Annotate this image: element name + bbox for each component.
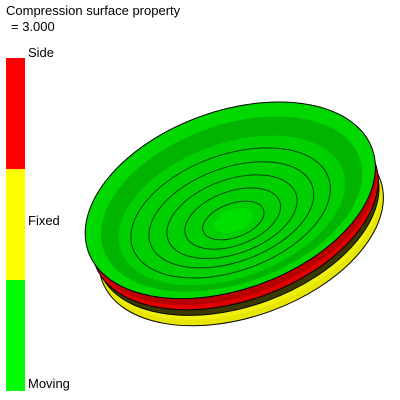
legend-band-fixed bbox=[6, 169, 25, 280]
property-value: = 3.000 bbox=[11, 19, 55, 34]
legend-label-fixed: Fixed bbox=[28, 213, 60, 228]
legend-label-moving: Moving bbox=[28, 376, 70, 391]
legend-band-side bbox=[6, 58, 25, 169]
property-title: Compression surface property bbox=[6, 3, 181, 18]
mold-disc-part-icon[interactable] bbox=[58, 65, 400, 363]
color-legend bbox=[6, 58, 25, 391]
legend-label-side: Side bbox=[28, 45, 55, 60]
legend-band-moving bbox=[6, 280, 25, 391]
